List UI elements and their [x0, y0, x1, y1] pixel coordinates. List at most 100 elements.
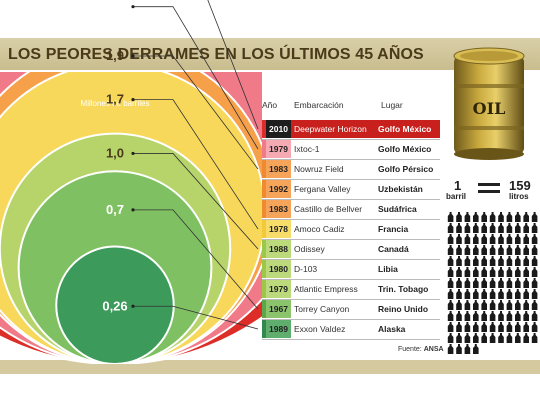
bottle-icon	[498, 267, 504, 277]
bottle-icon	[498, 212, 504, 222]
row-separator	[262, 239, 440, 240]
bottle-icon	[498, 322, 504, 332]
bottle-icon	[447, 333, 454, 343]
row-separator	[262, 259, 440, 260]
column-header-place: Lugar	[381, 100, 403, 110]
row-separator	[262, 279, 440, 280]
row-ship: Torrey Canyon	[294, 304, 350, 314]
row-place: Canadá	[378, 244, 409, 254]
header-band: LOS PEORES DERRAMES EN LOS ÚLTIMOS 45 AÑ…	[0, 38, 540, 70]
bottle-icon	[515, 245, 521, 255]
bottle-icon	[481, 212, 487, 222]
row-separator	[262, 159, 440, 160]
bottle-icon	[473, 300, 479, 310]
bottle-icon	[473, 311, 479, 321]
table-row: 1967 Torrey Canyon Reino Unido	[262, 300, 440, 320]
bottle-icon	[481, 322, 487, 332]
bottle-icon	[531, 234, 538, 244]
bottle-icon	[523, 256, 529, 266]
row-swatch	[262, 220, 266, 238]
bottle-icon	[506, 223, 513, 233]
row-swatch	[262, 160, 266, 178]
bottle-icon	[447, 245, 454, 255]
bottle-icon	[515, 300, 521, 310]
row-swatch	[262, 180, 266, 198]
equals-sign-bottom	[478, 190, 500, 193]
table-row: 1988 Odissey Canadá	[262, 240, 440, 260]
bottle-icon	[481, 256, 487, 266]
bottle-icon	[531, 267, 538, 277]
unit-label: Millones de barriles	[81, 99, 150, 108]
value-label-1: 3,0	[106, 0, 124, 14]
bottle-icon	[523, 333, 529, 343]
equiv-left-num: 1	[454, 178, 462, 193]
value-label-6: 0,26	[102, 298, 127, 313]
bottle-icon	[531, 278, 538, 288]
bottle-icon	[506, 300, 513, 310]
bottle-icon	[447, 278, 454, 288]
bottle-icon	[515, 333, 521, 343]
leader-line-5	[133, 209, 259, 310]
bubble-6	[55, 245, 175, 364]
bottle-icon	[489, 245, 496, 255]
row-year: 1979	[266, 280, 291, 298]
bottle-icon	[498, 234, 504, 244]
bottle-icon	[456, 344, 462, 354]
bottle-icon	[531, 333, 538, 343]
bottle-icon	[481, 289, 487, 299]
bottle-icon	[506, 278, 513, 288]
row-year: 1988	[266, 240, 291, 258]
value-label-2: 1,9	[106, 48, 124, 63]
bottles-grid	[447, 212, 538, 354]
value-label-5: 0,7	[106, 202, 124, 217]
bottle-icon	[456, 311, 462, 321]
bottle-icon	[498, 311, 504, 321]
bottle-icon	[481, 267, 487, 277]
bottle-icon	[481, 333, 487, 343]
leader-dot-3	[131, 98, 135, 102]
bottle-icon	[531, 311, 538, 321]
bottle-icon	[506, 212, 513, 222]
bottle-icon	[523, 267, 529, 277]
bottle-icon	[447, 311, 454, 321]
leader-dot-1	[131, 5, 135, 9]
bottle-icon	[506, 256, 513, 266]
row-year: 1979	[266, 140, 291, 158]
row-highlight-bg	[262, 120, 440, 138]
table-row: 1980 D-103 Libia	[262, 260, 440, 280]
row-place: Golfo Pérsico	[378, 164, 434, 174]
bottle-icon	[447, 289, 454, 299]
bottle-icon	[515, 256, 521, 266]
table-row: 2010 Deepwater Horizon Golfo México	[262, 120, 440, 140]
bottle-icon	[506, 245, 513, 255]
row-ship: D-103	[294, 264, 318, 274]
bottle-icon	[473, 278, 479, 288]
bottle-icon	[515, 212, 521, 222]
bottle-icon	[531, 322, 538, 332]
table-row: 1979 Ixtoc-1 Golfo México	[262, 140, 440, 160]
bottle-icon	[456, 300, 462, 310]
row-separator	[262, 219, 440, 220]
row-separator	[262, 339, 440, 340]
bottle-icon	[481, 300, 487, 310]
leader-dot-6	[131, 304, 135, 308]
bottle-icon	[456, 212, 462, 222]
bottle-icon	[481, 223, 487, 233]
bottle-icon	[481, 234, 487, 244]
column-header-year: Año	[262, 100, 278, 110]
row-year: 1983	[266, 160, 291, 178]
bottle-icon	[464, 212, 471, 222]
bottle-icon	[506, 267, 513, 277]
bottle-icon	[498, 256, 504, 266]
bottle-icon	[473, 245, 479, 255]
bottle-icon	[456, 234, 462, 244]
row-swatch	[262, 300, 266, 318]
bottle-icon	[506, 289, 513, 299]
row-separator	[262, 319, 440, 320]
table-row: 1983 Castillo de Bellver Sudáfrica	[262, 200, 440, 220]
row-place: Libia	[378, 264, 398, 274]
bottle-icon	[473, 234, 479, 244]
row-swatch	[262, 280, 266, 298]
bottle-icon	[515, 289, 521, 299]
column-header-ship: Embarcación	[294, 100, 344, 110]
